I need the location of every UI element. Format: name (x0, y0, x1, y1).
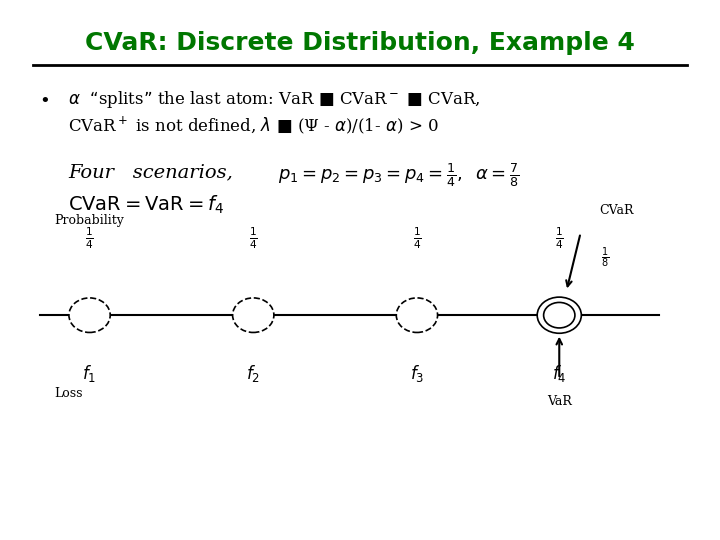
Text: $f_1$: $f_1$ (83, 363, 96, 384)
Text: $\frac{1}{4}$: $\frac{1}{4}$ (85, 226, 94, 252)
Text: $p_1 = p_2 = p_3 = p_4 = \frac{1}{4},\;\; \alpha = \frac{7}{8}$: $p_1 = p_2 = p_3 = p_4 = \frac{1}{4},\;\… (278, 161, 520, 189)
Text: $\mathrm{CVaR} = \mathrm{VaR} = f_4$: $\mathrm{CVaR} = \mathrm{VaR} = f_4$ (68, 194, 224, 217)
Ellipse shape (233, 298, 274, 333)
Ellipse shape (537, 297, 581, 333)
Text: Loss: Loss (54, 387, 83, 400)
Text: VaR: VaR (546, 395, 572, 408)
Text: $\frac{1}{4}$: $\frac{1}{4}$ (413, 226, 421, 252)
Text: •: • (40, 92, 50, 110)
Text: $f_4$: $f_4$ (552, 363, 567, 384)
Ellipse shape (396, 298, 438, 333)
Text: $\frac{1}{4}$: $\frac{1}{4}$ (555, 226, 564, 252)
Text: $f_2$: $f_2$ (246, 363, 261, 384)
Text: CVaR$^+$ is not defined, $\lambda$ ■ (Ψ - $\alpha$)/(1- $\alpha$) > 0: CVaR$^+$ is not defined, $\lambda$ ■ (Ψ … (68, 114, 439, 136)
Text: CVaR: Discrete Distribution, Example 4: CVaR: Discrete Distribution, Example 4 (85, 31, 635, 55)
Text: Four   scenarios,: Four scenarios, (68, 164, 233, 181)
Text: $\alpha$  “splits” the last atom: VaR $\blacksquare$ CVaR$^-$ $\blacksquare$ CVa: $\alpha$ “splits” the last atom: VaR $\b… (68, 89, 481, 110)
Text: $f_3$: $f_3$ (410, 363, 424, 384)
Text: $\frac{1}{8}$: $\frac{1}{8}$ (601, 246, 610, 270)
Text: Probability: Probability (54, 214, 124, 227)
Ellipse shape (69, 298, 110, 333)
Text: CVaR: CVaR (599, 204, 634, 217)
Text: $\frac{1}{4}$: $\frac{1}{4}$ (249, 226, 258, 252)
